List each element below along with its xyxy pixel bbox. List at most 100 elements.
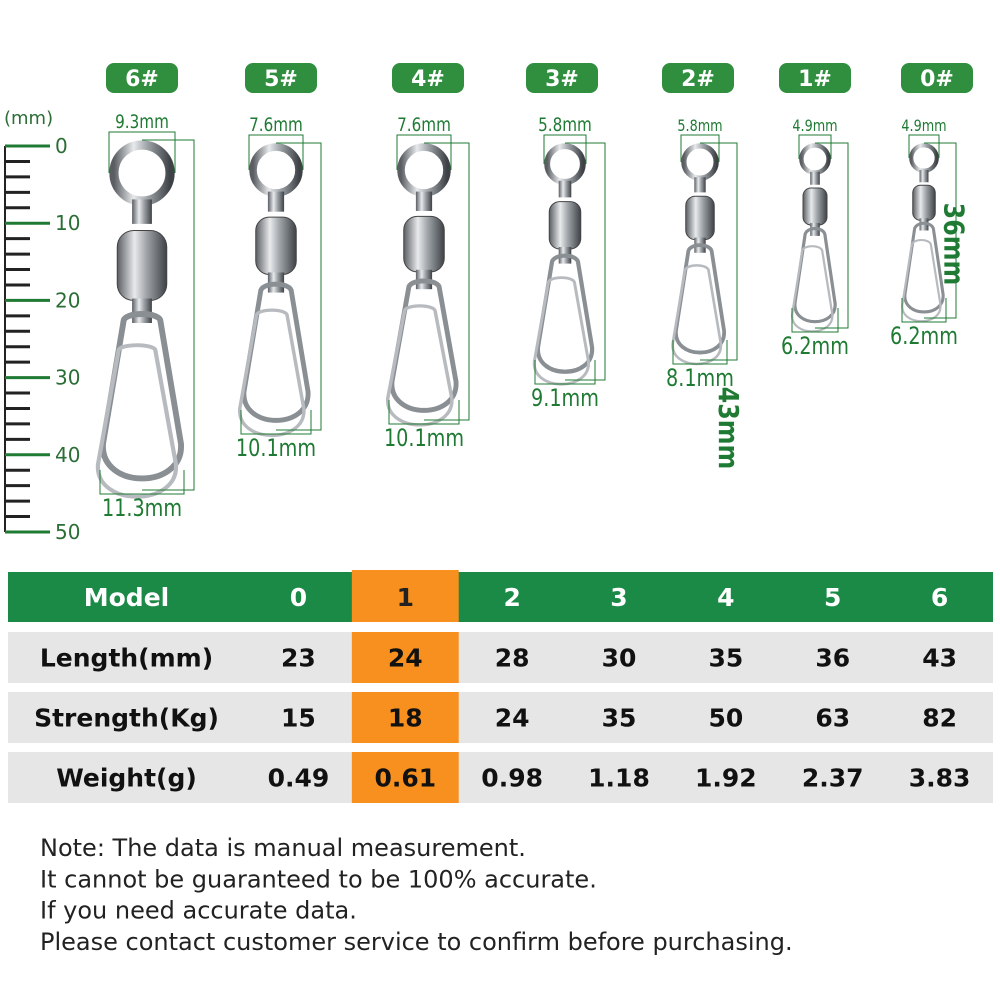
barrel: [403, 215, 445, 273]
bottom-width: 10.1mm: [236, 435, 316, 463]
table-cell: 1.92: [695, 764, 757, 793]
header-cell: Model: [84, 583, 169, 612]
note-line: Note: The data is manual measurement.: [40, 834, 526, 862]
swivel: 2#5.8mm28mm8.1mm: [662, 63, 738, 393]
ruler-label: 30: [55, 366, 80, 390]
snap-loop-inner: [532, 276, 590, 386]
top-ring: [109, 140, 175, 206]
table-cell: Strength(Kg): [34, 704, 219, 733]
table-cell: 3.83: [909, 764, 971, 793]
swivel: 4#7.6mm35mm10.1mm: [384, 63, 470, 453]
bottom-width: 10.1mm: [384, 425, 464, 453]
highlight-cell: [351, 632, 459, 683]
size-label: 0#: [920, 67, 954, 92]
size-badge: [662, 63, 734, 93]
table-cell: 35: [602, 704, 637, 733]
ruler-label: 40: [55, 443, 80, 467]
dimension-length: [700, 142, 738, 361]
neck: [415, 191, 433, 211]
snap-loop: [535, 253, 595, 374]
dimension-top: [396, 134, 452, 170]
table-cell: 50: [708, 704, 743, 733]
bottom-width: 11.3mm: [102, 495, 182, 523]
dimension-top: [543, 134, 587, 164]
neck: [558, 180, 572, 198]
size-label: 2#: [681, 67, 715, 92]
table-cell: 63: [815, 704, 850, 733]
header-cell: 1: [397, 583, 414, 612]
snap-loop: [674, 243, 726, 355]
bottom-width: 6.2mm: [890, 323, 958, 351]
swivels: 6# 9.3mm 43mm 11.3mm 5# 7.6mm 36mm 10.1mm 4# 7.6m…: [95, 63, 973, 523]
row-bg: [8, 632, 993, 683]
top-ring: [681, 143, 719, 181]
note-line: It cannot be guaranteed to be 100% accur…: [40, 865, 597, 893]
header-cell: 2: [503, 583, 520, 612]
swivel: 3#5.8mm30mm9.1mm: [526, 63, 606, 413]
table-cell: 35: [708, 644, 743, 673]
snap-loop: [793, 226, 837, 324]
snap-loop-inner: [95, 343, 179, 499]
table-cell: 1.18: [588, 764, 650, 793]
dimension-bottom: [388, 400, 460, 425]
swivel: 6# 9.3mm 43mm 11.3mm: [95, 63, 744, 523]
ruler-unit: (mm): [4, 108, 53, 129]
ruler-label: 0: [55, 134, 68, 158]
barrel: [912, 184, 936, 221]
note-line: If you need accurate data.: [40, 897, 357, 925]
barrel: [802, 187, 828, 226]
table-cell: 28: [495, 644, 530, 673]
barrel: [685, 195, 715, 241]
dimension-top: [108, 131, 176, 173]
ruler-label: 50: [55, 520, 80, 544]
dimension-top: [908, 134, 940, 158]
size-label: 3#: [545, 67, 579, 92]
header-cell: 5: [824, 583, 841, 612]
length: 36mm: [937, 203, 969, 286]
snap-loop: [241, 281, 311, 423]
header-bg: [8, 572, 993, 622]
barrel: [255, 216, 297, 275]
snap-loop: [389, 278, 459, 413]
snap-loop-inner: [238, 308, 306, 438]
notes: Note: The data is manual measurement. It …: [40, 834, 793, 956]
dimension-top: [798, 134, 832, 159]
bottom-width: 8.1mm: [666, 365, 734, 393]
top-ring: [249, 143, 303, 197]
ruler-label: 10: [55, 211, 80, 235]
dimension-bottom: [791, 308, 839, 333]
row-bg: [8, 692, 993, 743]
size-label: 4#: [411, 67, 445, 92]
size-badge: [106, 63, 178, 93]
dimension-length: [924, 142, 957, 319]
table-cell: 2.37: [802, 764, 864, 793]
dimension-length: [815, 142, 849, 329]
length: 43mm: [711, 387, 743, 470]
header-cell: 0: [290, 583, 307, 612]
note-line: Please contact customer service to confi…: [40, 928, 793, 956]
table-cell: 36: [815, 644, 850, 673]
top-width: 9.3mm: [115, 111, 169, 133]
snap-loop: [100, 311, 184, 482]
dimension-bottom: [901, 298, 947, 323]
size-badge: [901, 63, 973, 93]
table-cell: 24: [495, 704, 530, 733]
dimension-length: [142, 139, 195, 491]
size-badge: [526, 63, 598, 93]
top-width: 7.6mm: [249, 114, 303, 136]
barrel: [548, 201, 582, 250]
dimension-bottom: [672, 340, 728, 365]
table-cell: 15: [281, 704, 316, 733]
top-width: 4.9mm: [792, 118, 837, 136]
table-cell: 24: [388, 644, 423, 673]
highlight-cell: [351, 570, 459, 622]
neck: [810, 171, 820, 185]
dimension-bottom: [240, 410, 312, 435]
top-width: 4.9mm: [901, 118, 946, 136]
row-bg: [8, 752, 993, 803]
header-cell: 3: [610, 583, 627, 612]
size-badge: [245, 63, 317, 93]
dimension-bottom: [99, 470, 185, 495]
top-width: 5.8mm: [538, 114, 592, 136]
size-badge: [392, 63, 464, 93]
